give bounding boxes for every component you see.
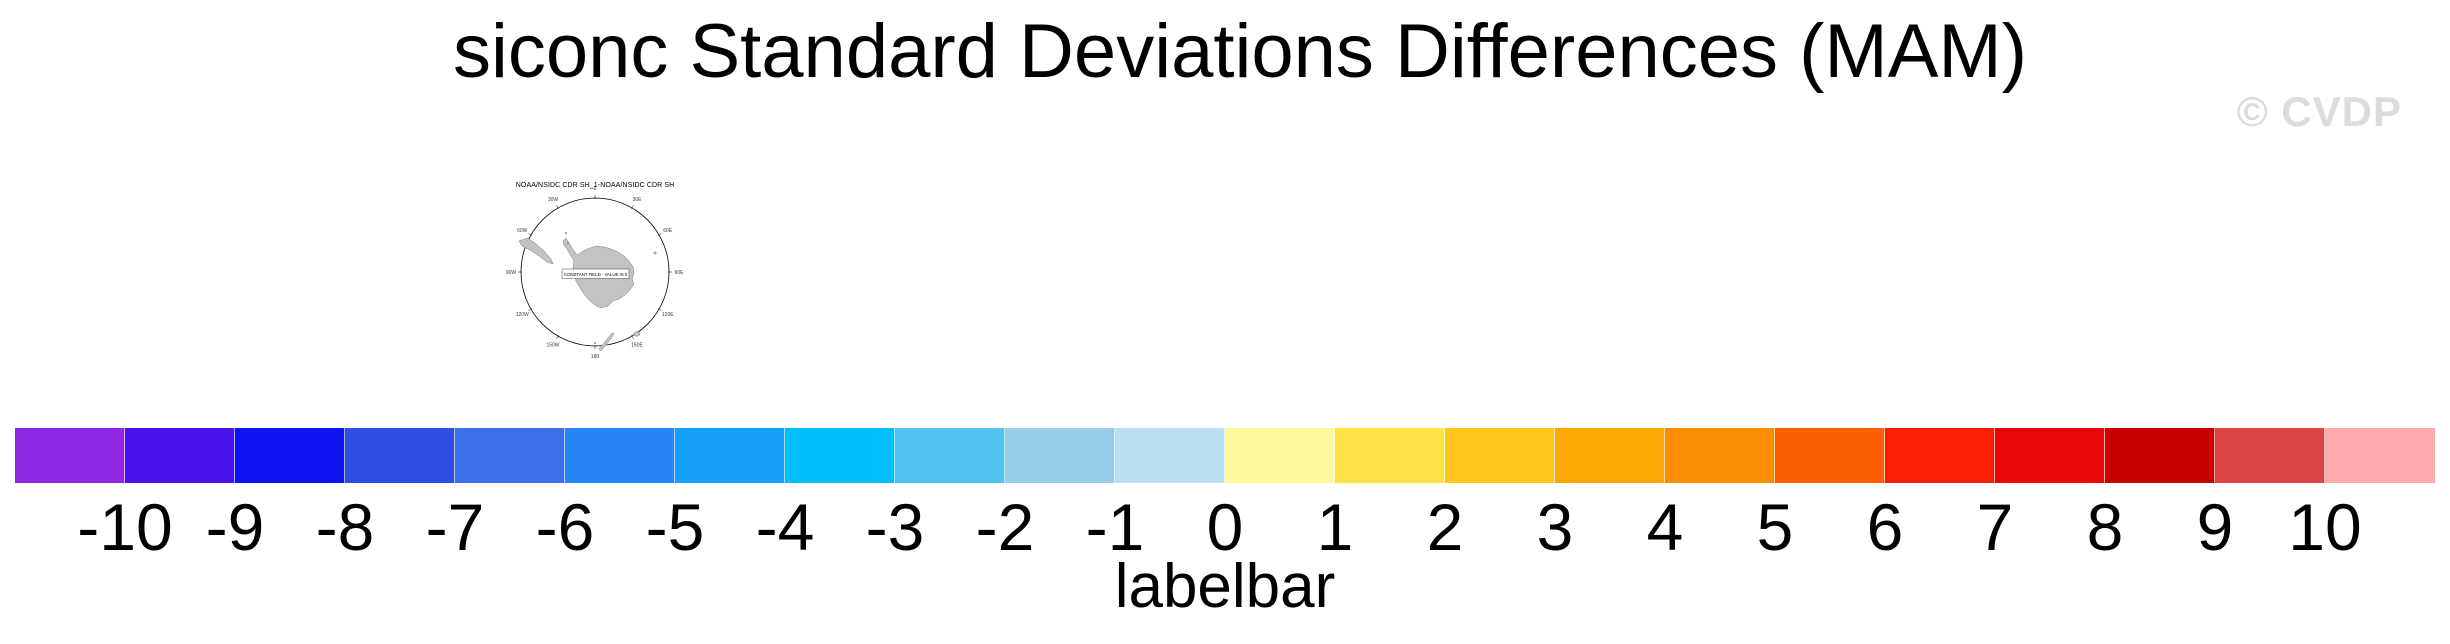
colorbar-tick-label: -6 bbox=[535, 490, 595, 564]
graticule-tick bbox=[528, 308, 532, 311]
colorbar-segment bbox=[2215, 428, 2325, 483]
colorbar-tick-label: -7 bbox=[425, 490, 485, 564]
map-title: NOAA/NSIDC CDR SH_1-NOAA/NSIDC CDR SH bbox=[516, 182, 675, 189]
map-lon-label: 60W bbox=[517, 228, 528, 234]
graticule-tick bbox=[658, 308, 662, 311]
map-lon-label: 60E bbox=[663, 228, 673, 234]
map-lon-label: 0 bbox=[594, 186, 597, 192]
colorbar-segment bbox=[1225, 428, 1335, 483]
colorbar-segment bbox=[1115, 428, 1225, 483]
south-america-tip bbox=[518, 237, 554, 265]
graticule-tick bbox=[528, 233, 532, 236]
colorbar-label: labelbar bbox=[1114, 552, 1336, 621]
colorbar-tick-label: 1 bbox=[1316, 490, 1354, 564]
figure-title: siconc Standard Deviations Differences (… bbox=[452, 9, 2028, 94]
constant-field-note-box bbox=[561, 268, 630, 279]
colorbar-segment bbox=[675, 428, 785, 483]
colorbar-tick-label: -4 bbox=[755, 490, 815, 564]
colorbar-segment bbox=[2105, 428, 2215, 483]
colorbar-tick-label: -5 bbox=[645, 490, 705, 564]
colorbar-segment bbox=[15, 428, 125, 483]
map-lon-label: 120E bbox=[662, 312, 674, 318]
colorbar-tick-label: 5 bbox=[1756, 490, 1794, 564]
south-polar-stereographic-map: NOAA/NSIDC CDR SH_1-NOAA/NSIDC CDR SH CO… bbox=[506, 182, 685, 360]
colorbar-tick-label: 9 bbox=[2196, 490, 2234, 564]
colorbar-segment bbox=[345, 428, 455, 483]
colorbar-tick-label: -8 bbox=[315, 490, 375, 564]
colorbar-tick-label: -10 bbox=[77, 490, 173, 564]
colorbar-tick-label: 10 bbox=[2288, 490, 2362, 564]
colorbar-segment bbox=[125, 428, 235, 483]
colorbar-segment bbox=[1555, 428, 1665, 483]
colorbar-segment bbox=[1665, 428, 1775, 483]
new-zealand-islands bbox=[598, 332, 615, 352]
colorbar-segment bbox=[1335, 428, 1445, 483]
colorbar-segment bbox=[1775, 428, 1885, 483]
map-lon-label: 180 bbox=[591, 354, 600, 360]
colorbar-segment bbox=[455, 428, 565, 483]
colorbar-tick-label: 0 bbox=[1206, 490, 1244, 564]
colorbar-tick-label: 6 bbox=[1866, 490, 1904, 564]
colorbar-segment bbox=[1005, 428, 1115, 483]
island-speck bbox=[633, 331, 641, 337]
graticule-tick bbox=[658, 233, 662, 236]
island-speck bbox=[566, 241, 570, 245]
colorbar-tick-label: 4 bbox=[1646, 490, 1684, 564]
map-lon-label: 90E bbox=[675, 270, 685, 276]
colorbar-segment bbox=[895, 428, 1005, 483]
colorbar-segment bbox=[1885, 428, 1995, 483]
colorbar-segment bbox=[2325, 428, 2435, 483]
colorbar bbox=[15, 428, 2435, 483]
colorbar-tick-label: 2 bbox=[1426, 490, 1464, 564]
graticule-tick bbox=[556, 335, 559, 339]
colorbar-tick-label: -2 bbox=[975, 490, 1035, 564]
colorbar-tick-labels: -10 -9 -8 -7 -6 -5 -4 -3 -2 -1 0 1 2 3 4 5 6 7 8 9 10 bbox=[15, 494, 2435, 566]
colorbar-tick-label: -3 bbox=[865, 490, 925, 564]
colorbar-segment bbox=[235, 428, 345, 483]
map-lon-label: 30E bbox=[633, 197, 643, 203]
map-lon-label: 30W bbox=[548, 197, 559, 203]
colorbar-segment bbox=[1445, 428, 1555, 483]
colorbar-segment bbox=[1995, 428, 2105, 483]
colorbar-segment bbox=[785, 428, 895, 483]
constant-field-note: CONSTANT FIELD - VALUE IS 0 bbox=[564, 272, 628, 277]
cvdp-watermark: © CVDP bbox=[2236, 88, 2402, 135]
colorbar-tick-label: 7 bbox=[1976, 490, 2014, 564]
island-speck bbox=[593, 341, 597, 345]
colorbar-segment bbox=[565, 428, 675, 483]
colorbar-tick-label: -9 bbox=[205, 490, 265, 564]
colorbar-tick-label: -1 bbox=[1085, 490, 1145, 564]
map-lon-label: 150E bbox=[631, 343, 643, 349]
graticule-tick bbox=[631, 205, 634, 209]
map-lon-label: 120W bbox=[516, 312, 529, 318]
map-lon-label: 150W bbox=[546, 343, 559, 349]
map-lon-label: 90W bbox=[506, 270, 517, 276]
colorbar-tick-label: 8 bbox=[2086, 490, 2124, 564]
island-speck bbox=[653, 251, 657, 255]
island-speck bbox=[564, 231, 568, 235]
graticule-tick bbox=[631, 335, 634, 339]
graticule-tick bbox=[556, 205, 559, 209]
colorbar-tick-label: 3 bbox=[1536, 490, 1574, 564]
